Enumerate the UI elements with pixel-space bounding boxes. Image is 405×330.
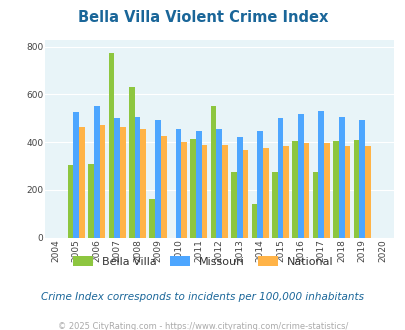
Legend: Bella Villa, Missouri, National: Bella Villa, Missouri, National xyxy=(72,256,333,267)
Bar xyxy=(155,119,160,238)
Bar xyxy=(324,143,329,238)
Bar xyxy=(283,146,288,238)
Bar xyxy=(190,139,196,238)
Bar xyxy=(222,145,227,238)
Bar xyxy=(271,172,277,238)
Bar xyxy=(333,141,338,238)
Bar xyxy=(134,117,140,238)
Bar xyxy=(242,150,247,238)
Bar xyxy=(108,53,114,238)
Bar xyxy=(88,164,94,238)
Bar xyxy=(364,146,370,238)
Bar xyxy=(292,141,297,238)
Bar xyxy=(236,137,242,238)
Bar xyxy=(196,131,201,238)
Bar xyxy=(79,127,85,238)
Bar xyxy=(175,129,181,238)
Bar xyxy=(129,87,134,238)
Bar xyxy=(140,129,146,238)
Bar xyxy=(318,111,324,238)
Bar xyxy=(160,136,166,238)
Bar xyxy=(344,146,350,238)
Bar xyxy=(312,172,318,238)
Text: © 2025 CityRating.com - https://www.cityrating.com/crime-statistics/: © 2025 CityRating.com - https://www.city… xyxy=(58,322,347,330)
Bar xyxy=(358,119,364,238)
Bar xyxy=(262,148,268,238)
Bar xyxy=(230,172,236,238)
Bar xyxy=(210,106,216,238)
Bar xyxy=(303,143,309,238)
Bar xyxy=(68,165,73,238)
Bar xyxy=(216,129,222,238)
Bar xyxy=(94,106,99,238)
Bar xyxy=(338,117,344,238)
Bar xyxy=(353,140,358,238)
Text: Bella Villa Violent Crime Index: Bella Villa Violent Crime Index xyxy=(78,10,327,25)
Bar xyxy=(297,114,303,238)
Bar xyxy=(120,127,126,238)
Bar xyxy=(114,118,120,238)
Bar xyxy=(257,131,262,238)
Bar xyxy=(201,145,207,238)
Bar xyxy=(149,199,155,238)
Bar xyxy=(277,118,283,238)
Bar xyxy=(251,204,257,238)
Bar xyxy=(73,112,79,238)
Text: Crime Index corresponds to incidents per 100,000 inhabitants: Crime Index corresponds to incidents per… xyxy=(41,292,364,302)
Bar xyxy=(99,125,105,238)
Bar xyxy=(181,142,187,238)
